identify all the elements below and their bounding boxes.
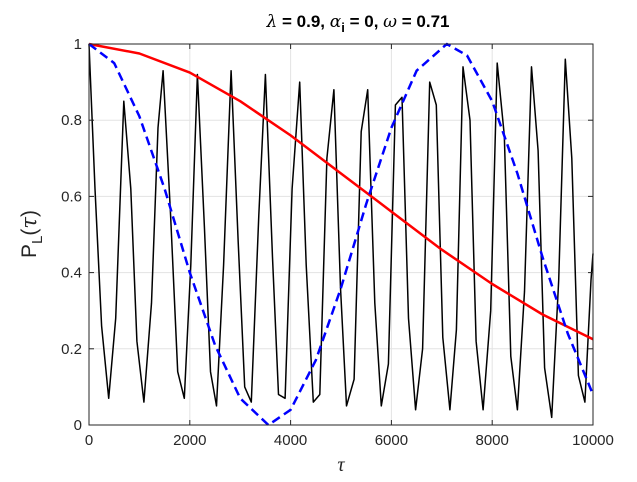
y-tick-label: 0.2 bbox=[61, 341, 82, 358]
y-tick-label: 0.8 bbox=[61, 112, 82, 129]
title-omega-value: = 0.71 bbox=[397, 12, 449, 31]
y-label-close: ) bbox=[18, 210, 41, 217]
x-tick-label: 8000 bbox=[476, 432, 509, 449]
title-lambda: λ bbox=[266, 12, 278, 32]
x-tick-label: 6000 bbox=[375, 432, 408, 449]
y-axis-label: PL(τ) bbox=[17, 210, 46, 258]
plot-frame bbox=[88, 43, 594, 426]
y-label-main: P bbox=[18, 244, 41, 258]
x-axis-label: τ bbox=[337, 454, 345, 476]
blue-dashed-line bbox=[88, 42, 595, 427]
title-lambda-value: = 0.9, bbox=[277, 12, 329, 31]
x-tick-label: 0 bbox=[85, 432, 93, 449]
svg-text:PL(τ): PL(τ) bbox=[17, 210, 46, 258]
x-ticks: 0 2000 4000 6000 8000 10000 bbox=[85, 44, 614, 449]
title-alpha-value: = 0, bbox=[345, 12, 383, 31]
black-oscillation-line bbox=[88, 43, 594, 419]
chart-title: λ = 0.9, αi = 0, ω = 0.71 bbox=[266, 12, 450, 35]
series-group bbox=[88, 42, 595, 427]
title-omega: ω bbox=[383, 12, 397, 32]
y-label-sub: L bbox=[29, 236, 46, 244]
y-ticks: 0 0.2 0.4 0.6 0.8 1 bbox=[61, 36, 593, 434]
red-decay-line bbox=[88, 42, 594, 341]
y-tick-label: 0 bbox=[74, 417, 82, 434]
x-tick-label: 2000 bbox=[173, 432, 206, 449]
y-label-tau: τ bbox=[17, 217, 41, 229]
x-tick-label: 10000 bbox=[572, 432, 614, 449]
y-tick-label: 0.4 bbox=[61, 265, 82, 282]
y-tick-label: 1 bbox=[74, 36, 82, 53]
title-alpha-sub: i bbox=[341, 20, 345, 35]
title-alpha: α bbox=[330, 12, 342, 32]
y-tick-label: 0.6 bbox=[61, 188, 82, 205]
y-label-open: ( bbox=[18, 229, 41, 236]
x-tick-label: 4000 bbox=[274, 432, 307, 449]
